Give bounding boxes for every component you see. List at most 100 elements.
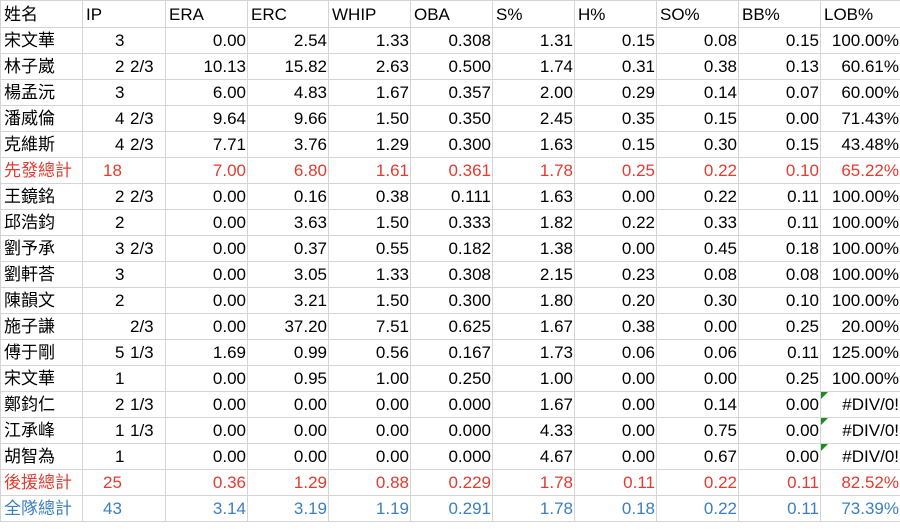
cell-bb: 0.11	[738, 469, 821, 496]
cell-lob: 100.00%	[820, 235, 900, 262]
cell-whip: 0.56	[328, 339, 411, 366]
cell-oba: 0.111	[410, 183, 493, 210]
ip-whole: 2	[115, 57, 125, 76]
cell-h: 0.38	[574, 313, 657, 340]
cell-s: 1.78	[492, 469, 575, 496]
error-indicator-icon	[821, 418, 828, 425]
cell-bb: 0.00	[738, 443, 821, 470]
cell-h: 0.25	[574, 157, 657, 184]
cell-bb: 0.25	[738, 365, 821, 392]
cell-so: 0.22	[656, 495, 739, 522]
cell-lob: #DIV/0!	[820, 417, 900, 444]
cell-oba: 0.291	[410, 495, 493, 522]
cell-s: 2.15	[492, 261, 575, 288]
cell-erc: 3.05	[247, 261, 329, 288]
cell-s: 4.67	[492, 443, 575, 470]
ip-whole: 2	[115, 213, 125, 232]
cell-era: 0.00	[165, 391, 248, 418]
cell-era: 10.13	[165, 53, 248, 80]
starter-total-row: 先發總計 18 7.00 6.80 1.61 0.361 1.78 0.25 0.22 0.10 6…	[0, 157, 900, 184]
ip-whole: 1	[115, 421, 125, 440]
ip-fraction: 1/3	[130, 343, 154, 362]
table-row: 劉軒荅 3 0.00 3.05 1.33 0.308 2.15 0.23 0.08 0.08 100…	[0, 261, 900, 288]
cell-oba: 0.250	[410, 365, 493, 392]
cell-ip: 3	[82, 79, 166, 106]
cell-era: 0.00	[165, 313, 248, 340]
cell-oba: 0.308	[410, 261, 493, 288]
cell-era: 7.71	[165, 131, 248, 158]
cell-s: 1.31	[492, 27, 575, 54]
error-value: #DIV/0!	[842, 395, 899, 414]
cell-name: 宋文華	[0, 27, 83, 54]
table-row: 劉予承 3 2/3 0.00 0.37 0.55 0.182 1.38 0.00 0.45 0.18…	[0, 235, 900, 262]
cell-name: 鄭鈞仁	[0, 391, 83, 418]
cell-erc: 0.99	[247, 339, 329, 366]
cell-erc: 0.16	[247, 183, 329, 210]
cell-era: 3.14	[165, 495, 248, 522]
ip-fraction: 2/3	[130, 135, 154, 154]
cell-h: 0.35	[574, 105, 657, 132]
cell-name: 邱浩鈞	[0, 209, 83, 236]
cell-erc: 6.80	[247, 157, 329, 184]
header-s: S%	[492, 0, 575, 28]
cell-s: 2.45	[492, 105, 575, 132]
cell-oba: 0.300	[410, 131, 493, 158]
cell-so: 0.30	[656, 131, 739, 158]
cell-era: 0.36	[165, 469, 248, 496]
cell-ip: 5 1/3	[82, 339, 166, 366]
cell-bb: 0.11	[738, 183, 821, 210]
ip-whole: 2	[115, 395, 125, 414]
cell-oba: 0.167	[410, 339, 493, 366]
table-row: 鄭鈞仁 2 1/3 0.00 0.00 0.00 0.000 1.67 0.00 0.14 0.00…	[0, 391, 900, 418]
cell-name: 林子崴	[0, 53, 83, 80]
cell-era: 0.00	[165, 417, 248, 444]
header-h: H%	[574, 0, 657, 28]
header-oba: OBA	[410, 0, 493, 28]
cell-whip: 1.19	[328, 495, 411, 522]
cell-name: 陳韻文	[0, 287, 83, 314]
cell-so: 0.14	[656, 79, 739, 106]
cell-era: 0.00	[165, 27, 248, 54]
cell-s: 1.74	[492, 53, 575, 80]
cell-erc: 4.83	[247, 79, 329, 106]
cell-s: 1.00	[492, 365, 575, 392]
cell-whip: 1.00	[328, 365, 411, 392]
cell-whip: 1.67	[328, 79, 411, 106]
cell-lob: 60.61%	[820, 53, 900, 80]
cell-h: 0.00	[574, 443, 657, 470]
ip-whole: 1	[115, 447, 125, 466]
cell-name: 胡智為	[0, 443, 83, 470]
cell-whip: 1.50	[328, 287, 411, 314]
cell-erc: 2.54	[247, 27, 329, 54]
cell-whip: 7.51	[328, 313, 411, 340]
cell-lob: 82.52%	[820, 469, 900, 496]
cell-era: 9.64	[165, 105, 248, 132]
cell-h: 0.31	[574, 53, 657, 80]
cell-lob: 71.43%	[820, 105, 900, 132]
cell-erc: 0.00	[247, 417, 329, 444]
ip-total: 25	[103, 473, 122, 492]
cell-s: 1.78	[492, 157, 575, 184]
table-row: 潘威倫 4 2/3 9.64 9.66 1.50 0.350 2.45 0.35 0.15 0.00…	[0, 105, 900, 132]
table-row: 林子崴 2 2/3 10.13 15.82 2.63 0.500 1.74 0.31 0.38 0.…	[0, 53, 900, 80]
cell-lob: 100.00%	[820, 209, 900, 236]
cell-bb: 0.10	[738, 287, 821, 314]
cell-s: 1.63	[492, 183, 575, 210]
cell-bb: 0.07	[738, 79, 821, 106]
cell-whip: 1.29	[328, 131, 411, 158]
cell-bb: 0.11	[738, 495, 821, 522]
cell-ip: 2 2/3	[82, 53, 166, 80]
cell-erc: 9.66	[247, 105, 329, 132]
cell-bb: 0.00	[738, 391, 821, 418]
cell-so: 0.08	[656, 27, 739, 54]
cell-oba: 0.182	[410, 235, 493, 262]
cell-s: 1.80	[492, 287, 575, 314]
table-row: 克維斯 4 2/3 7.71 3.76 1.29 0.300 1.63 0.15 0.30 0.15…	[0, 131, 900, 158]
cell-s: 4.33	[492, 417, 575, 444]
cell-bb: 0.11	[738, 339, 821, 366]
cell-oba: 0.229	[410, 469, 493, 496]
ip-whole: 3	[115, 83, 125, 102]
ip-whole: 2	[115, 291, 125, 310]
